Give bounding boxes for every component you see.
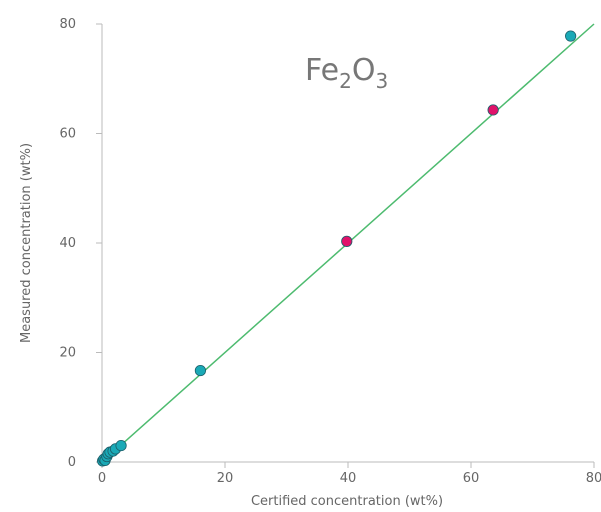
- data-point-teal: [115, 439, 127, 452]
- x-tick-labels: 0 20 40 60 80: [98, 471, 601, 486]
- y-axis-label: Measured concentration (wt%): [19, 143, 34, 343]
- data-point-teal: [194, 364, 206, 377]
- y-tick-label: 0: [68, 455, 76, 470]
- title-subscript-2: 2: [339, 69, 352, 93]
- y-tick-label: 80: [59, 17, 76, 32]
- x-tick-label: 60: [463, 471, 480, 486]
- title-part-fe: Fe: [305, 53, 339, 88]
- data-point-magenta: [341, 235, 353, 247]
- title-subscript-3: 3: [375, 69, 388, 93]
- data-points: [97, 30, 577, 467]
- data-point-teal: [565, 30, 577, 42]
- y-tick-label: 60: [59, 127, 76, 142]
- x-tick-label: 20: [217, 471, 234, 486]
- x-tick-label: 40: [340, 471, 357, 486]
- x-axis-label: Certified concentration (wt%): [251, 494, 443, 509]
- y-tick-labels: 0 20 40 60 80: [59, 17, 76, 470]
- x-tick-label: 0: [98, 471, 106, 486]
- title-part-o: O: [352, 53, 376, 88]
- data-point-magenta: [487, 104, 499, 116]
- x-tick-label: 80: [586, 471, 601, 486]
- y-tick-label: 40: [59, 236, 76, 251]
- chart-title: Fe2O3: [305, 53, 388, 93]
- y-tick-label: 20: [59, 346, 76, 361]
